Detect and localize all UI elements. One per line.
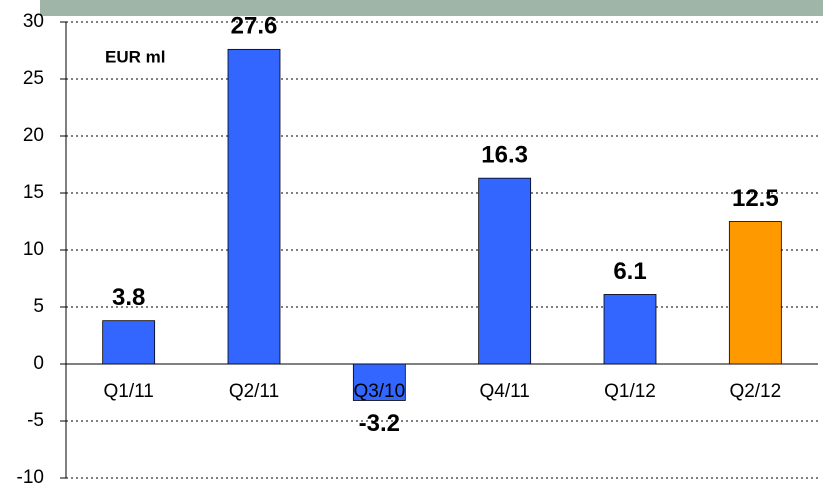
bar <box>352 363 406 401</box>
bar <box>478 177 532 365</box>
bar <box>603 294 657 365</box>
x-tick-label: Q1/11 <box>103 381 153 402</box>
value-label: 6.1 <box>613 258 646 285</box>
y-tick-label: 15 <box>23 182 44 203</box>
y-tick-label: 5 <box>33 296 44 317</box>
y-tick-label: 20 <box>23 125 44 146</box>
x-tick-label: Q3/10 <box>353 381 405 402</box>
bar <box>728 221 782 365</box>
annotation: EUR ml <box>105 47 165 66</box>
y-tick-label: 25 <box>23 68 44 89</box>
x-tick-label: Q2/11 <box>229 381 279 402</box>
value-label: 12.5 <box>732 185 779 212</box>
value-label: -3.2 <box>359 410 400 437</box>
y-tick-label: -5 <box>27 410 44 431</box>
y-tick-label: 0 <box>33 353 44 374</box>
y-tick-label: 30 <box>23 11 44 32</box>
value-label: 3.8 <box>112 284 145 311</box>
bar <box>227 48 281 365</box>
bar <box>102 320 156 365</box>
y-tick-label: -10 <box>17 467 44 487</box>
x-tick-label: Q1/12 <box>604 381 656 402</box>
title-strip <box>40 0 823 16</box>
value-label: 16.3 <box>481 142 528 169</box>
x-tick-label: Q4/11 <box>479 381 529 402</box>
y-tick-label: 10 <box>23 239 44 260</box>
x-tick-label: Q2/12 <box>729 381 781 402</box>
value-label: 27.6 <box>231 13 278 40</box>
